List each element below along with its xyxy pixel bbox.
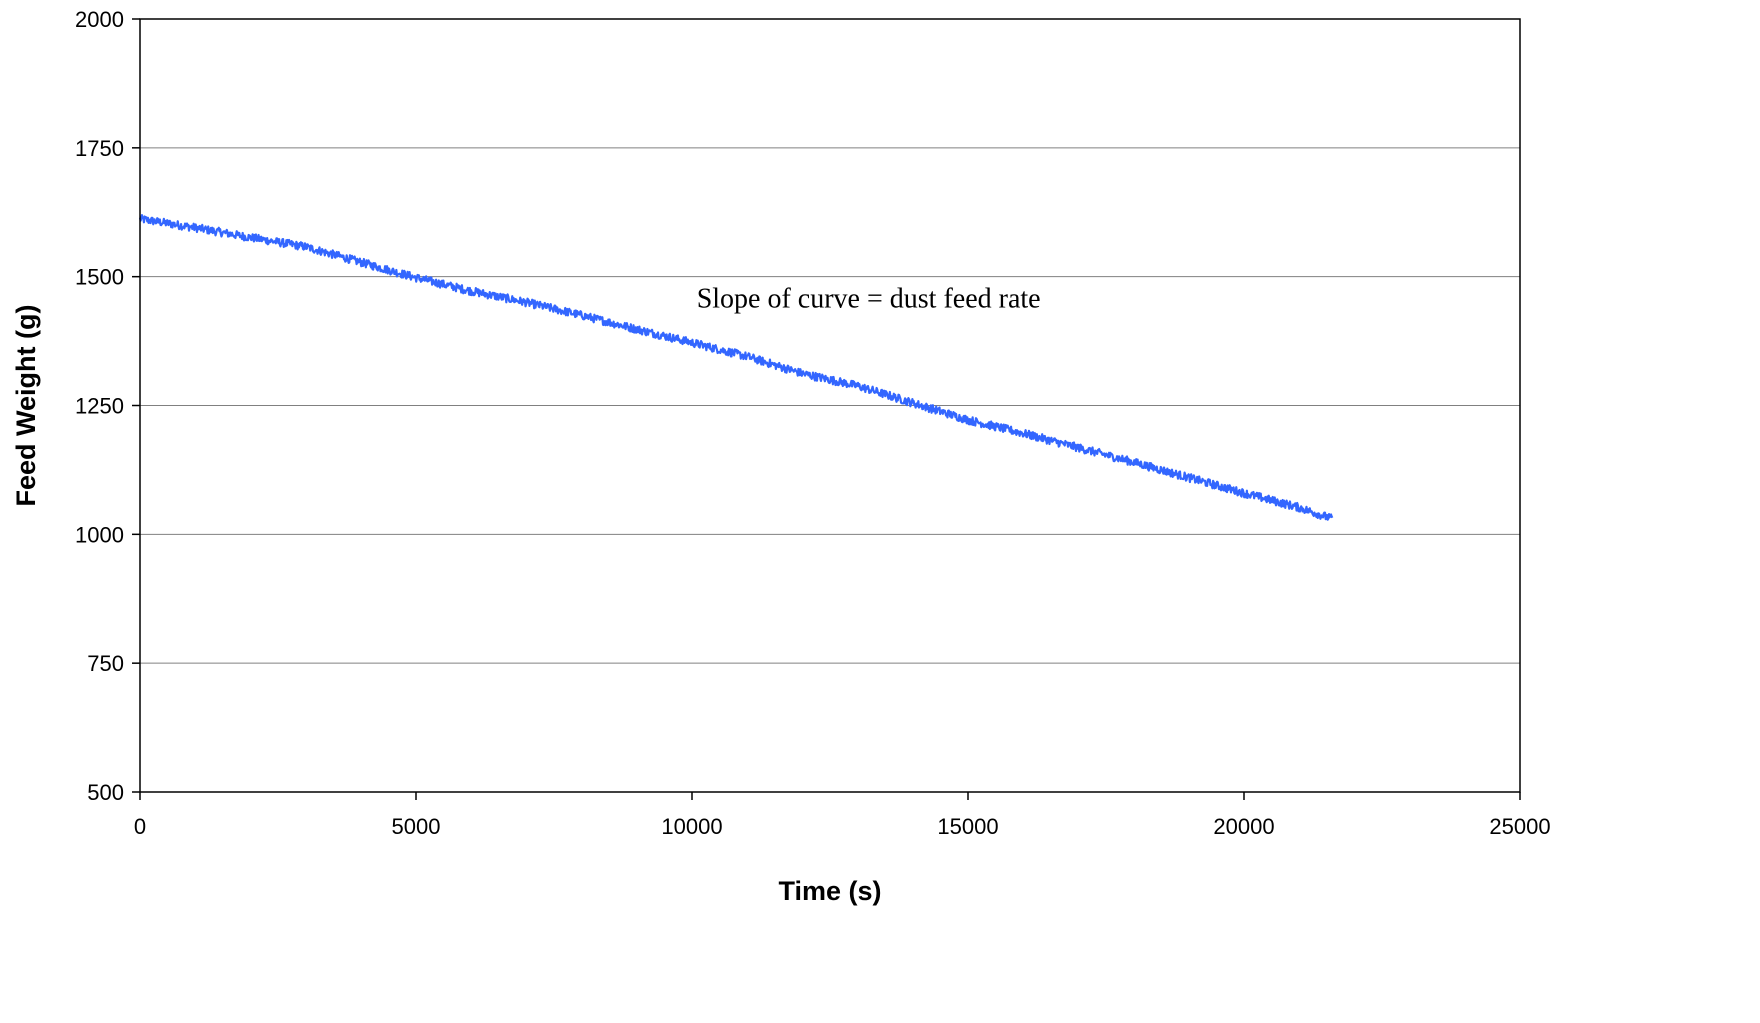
- y-axis-ticks: 500 750 1000 1250 1500 1750 2000: [75, 7, 140, 805]
- series-line: [138, 214, 1334, 521]
- y-tick-label: 750: [87, 651, 124, 676]
- x-tick-label: 10000: [661, 814, 722, 839]
- y-tick-label: 1750: [75, 136, 124, 161]
- x-tick-label: 15000: [937, 814, 998, 839]
- x-axis-title: Time (s): [778, 876, 881, 906]
- annotation-text: Slope of curve = dust feed rate: [697, 284, 1041, 315]
- series-group: [138, 214, 1334, 521]
- x-tick-label: 20000: [1213, 814, 1274, 839]
- y-tick-label: 1250: [75, 394, 124, 419]
- x-axis-ticks: 0 5000 10000 15000 20000 25000: [134, 792, 1551, 839]
- y-tick-label: 1500: [75, 265, 124, 290]
- y-tick-label: 500: [87, 780, 124, 805]
- annotations: Slope of curve = dust feed rate: [697, 284, 1041, 315]
- gridlines: [140, 147, 1520, 664]
- y-axis-title: Feed Weight (g): [11, 305, 41, 507]
- y-tick-label: 1000: [75, 522, 124, 547]
- x-tick-label: 5000: [392, 814, 441, 839]
- x-tick-label: 25000: [1489, 814, 1550, 839]
- y-tick-label: 2000: [75, 7, 124, 32]
- x-tick-label: 0: [134, 814, 146, 839]
